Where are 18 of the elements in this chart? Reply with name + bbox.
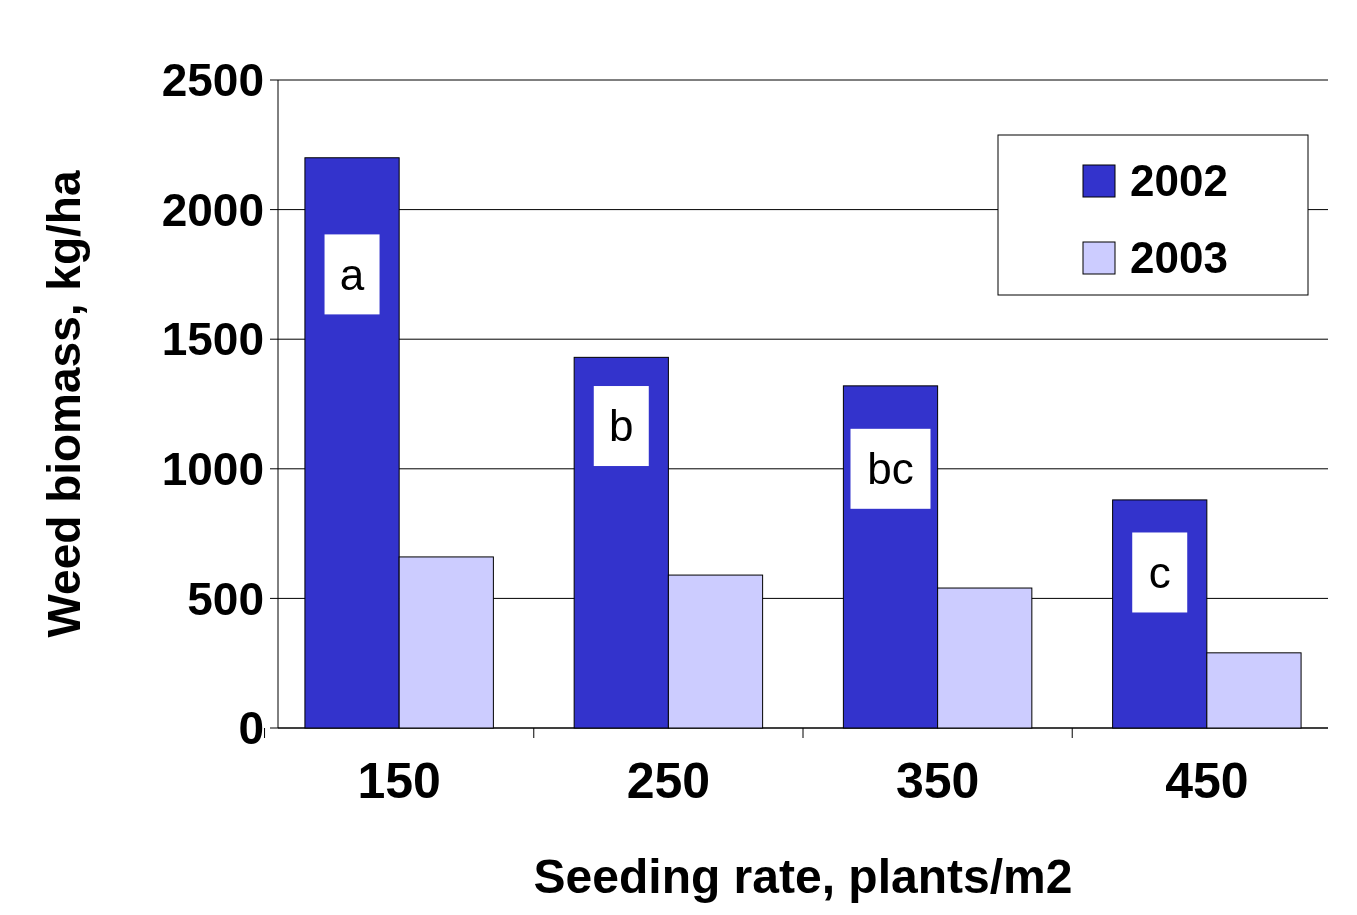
y-tick-label: 2500 — [161, 54, 264, 107]
annotation: bc — [867, 444, 914, 494]
annotation: b — [609, 401, 634, 451]
x-tick-label: 150 — [357, 753, 441, 809]
y-tick-label: 0 — [238, 702, 264, 755]
x-axis-title: Seeding rate, plants/m2 — [533, 850, 1073, 903]
legend-label: 2003 — [1130, 233, 1228, 283]
x-tick-label: 350 — [895, 753, 980, 809]
x-tick-label: 450 — [1165, 753, 1249, 809]
x-tick-label: 250 — [626, 753, 711, 809]
y-tick-label: 1000 — [161, 442, 264, 495]
y-tick-label: 500 — [187, 572, 264, 625]
legend-label: 2002 — [1130, 156, 1228, 206]
annotation: c — [1148, 547, 1171, 597]
y-tick-label: 1500 — [161, 313, 264, 366]
y-tick-label: 2000 — [161, 183, 264, 236]
annotation: a — [339, 249, 365, 299]
y-axis-title: Weed biomass, kg/ha — [38, 170, 90, 638]
